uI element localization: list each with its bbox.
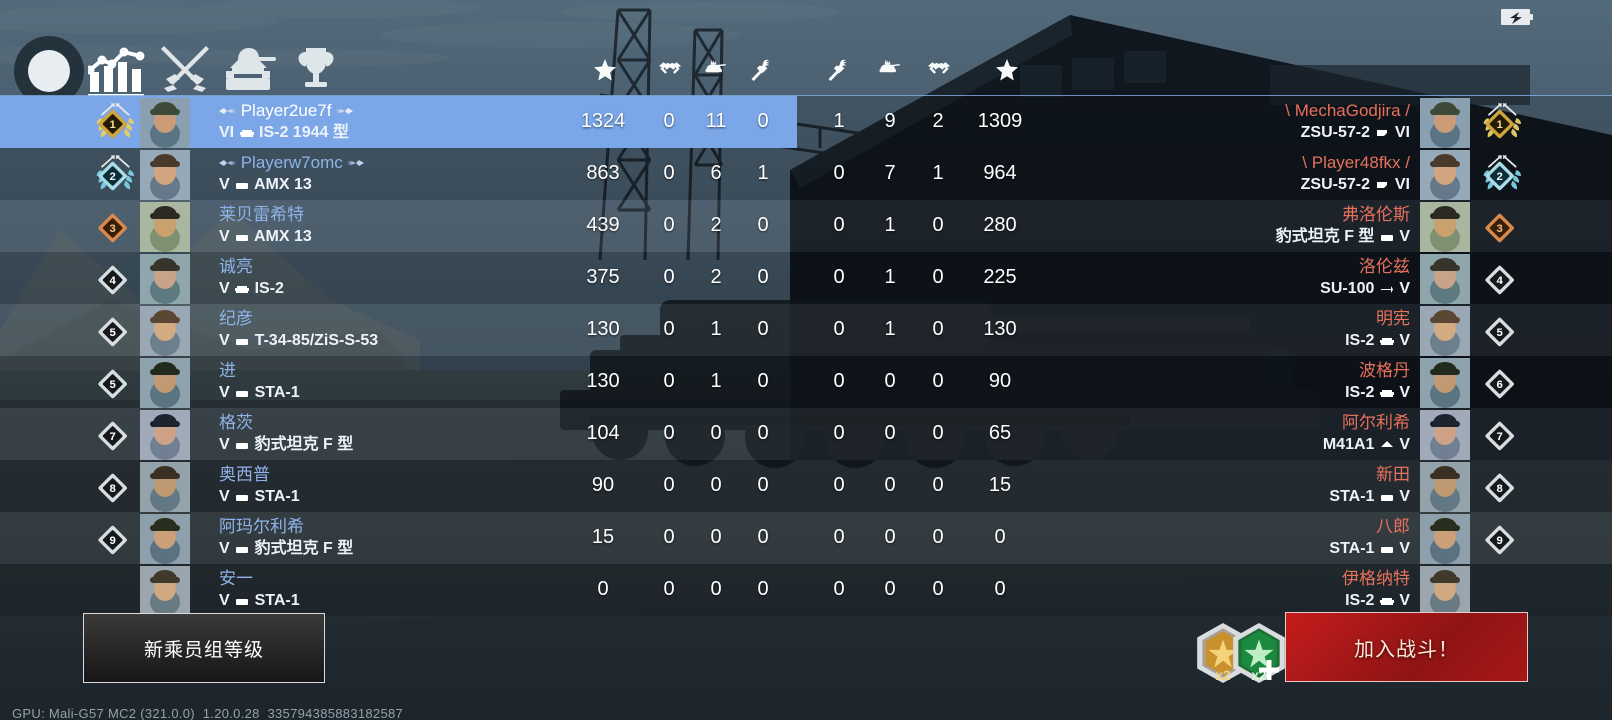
svg-text:7: 7 bbox=[1497, 431, 1503, 443]
svg-text:1: 1 bbox=[1497, 119, 1503, 131]
svg-text:3: 3 bbox=[1497, 223, 1503, 235]
svg-text:6: 6 bbox=[1497, 379, 1503, 391]
svg-text:9: 9 bbox=[1497, 535, 1503, 547]
svg-text:2: 2 bbox=[1497, 171, 1503, 183]
svg-text:5: 5 bbox=[1497, 327, 1503, 339]
svg-text:4: 4 bbox=[1497, 275, 1504, 287]
svg-text:8: 8 bbox=[1497, 483, 1503, 495]
